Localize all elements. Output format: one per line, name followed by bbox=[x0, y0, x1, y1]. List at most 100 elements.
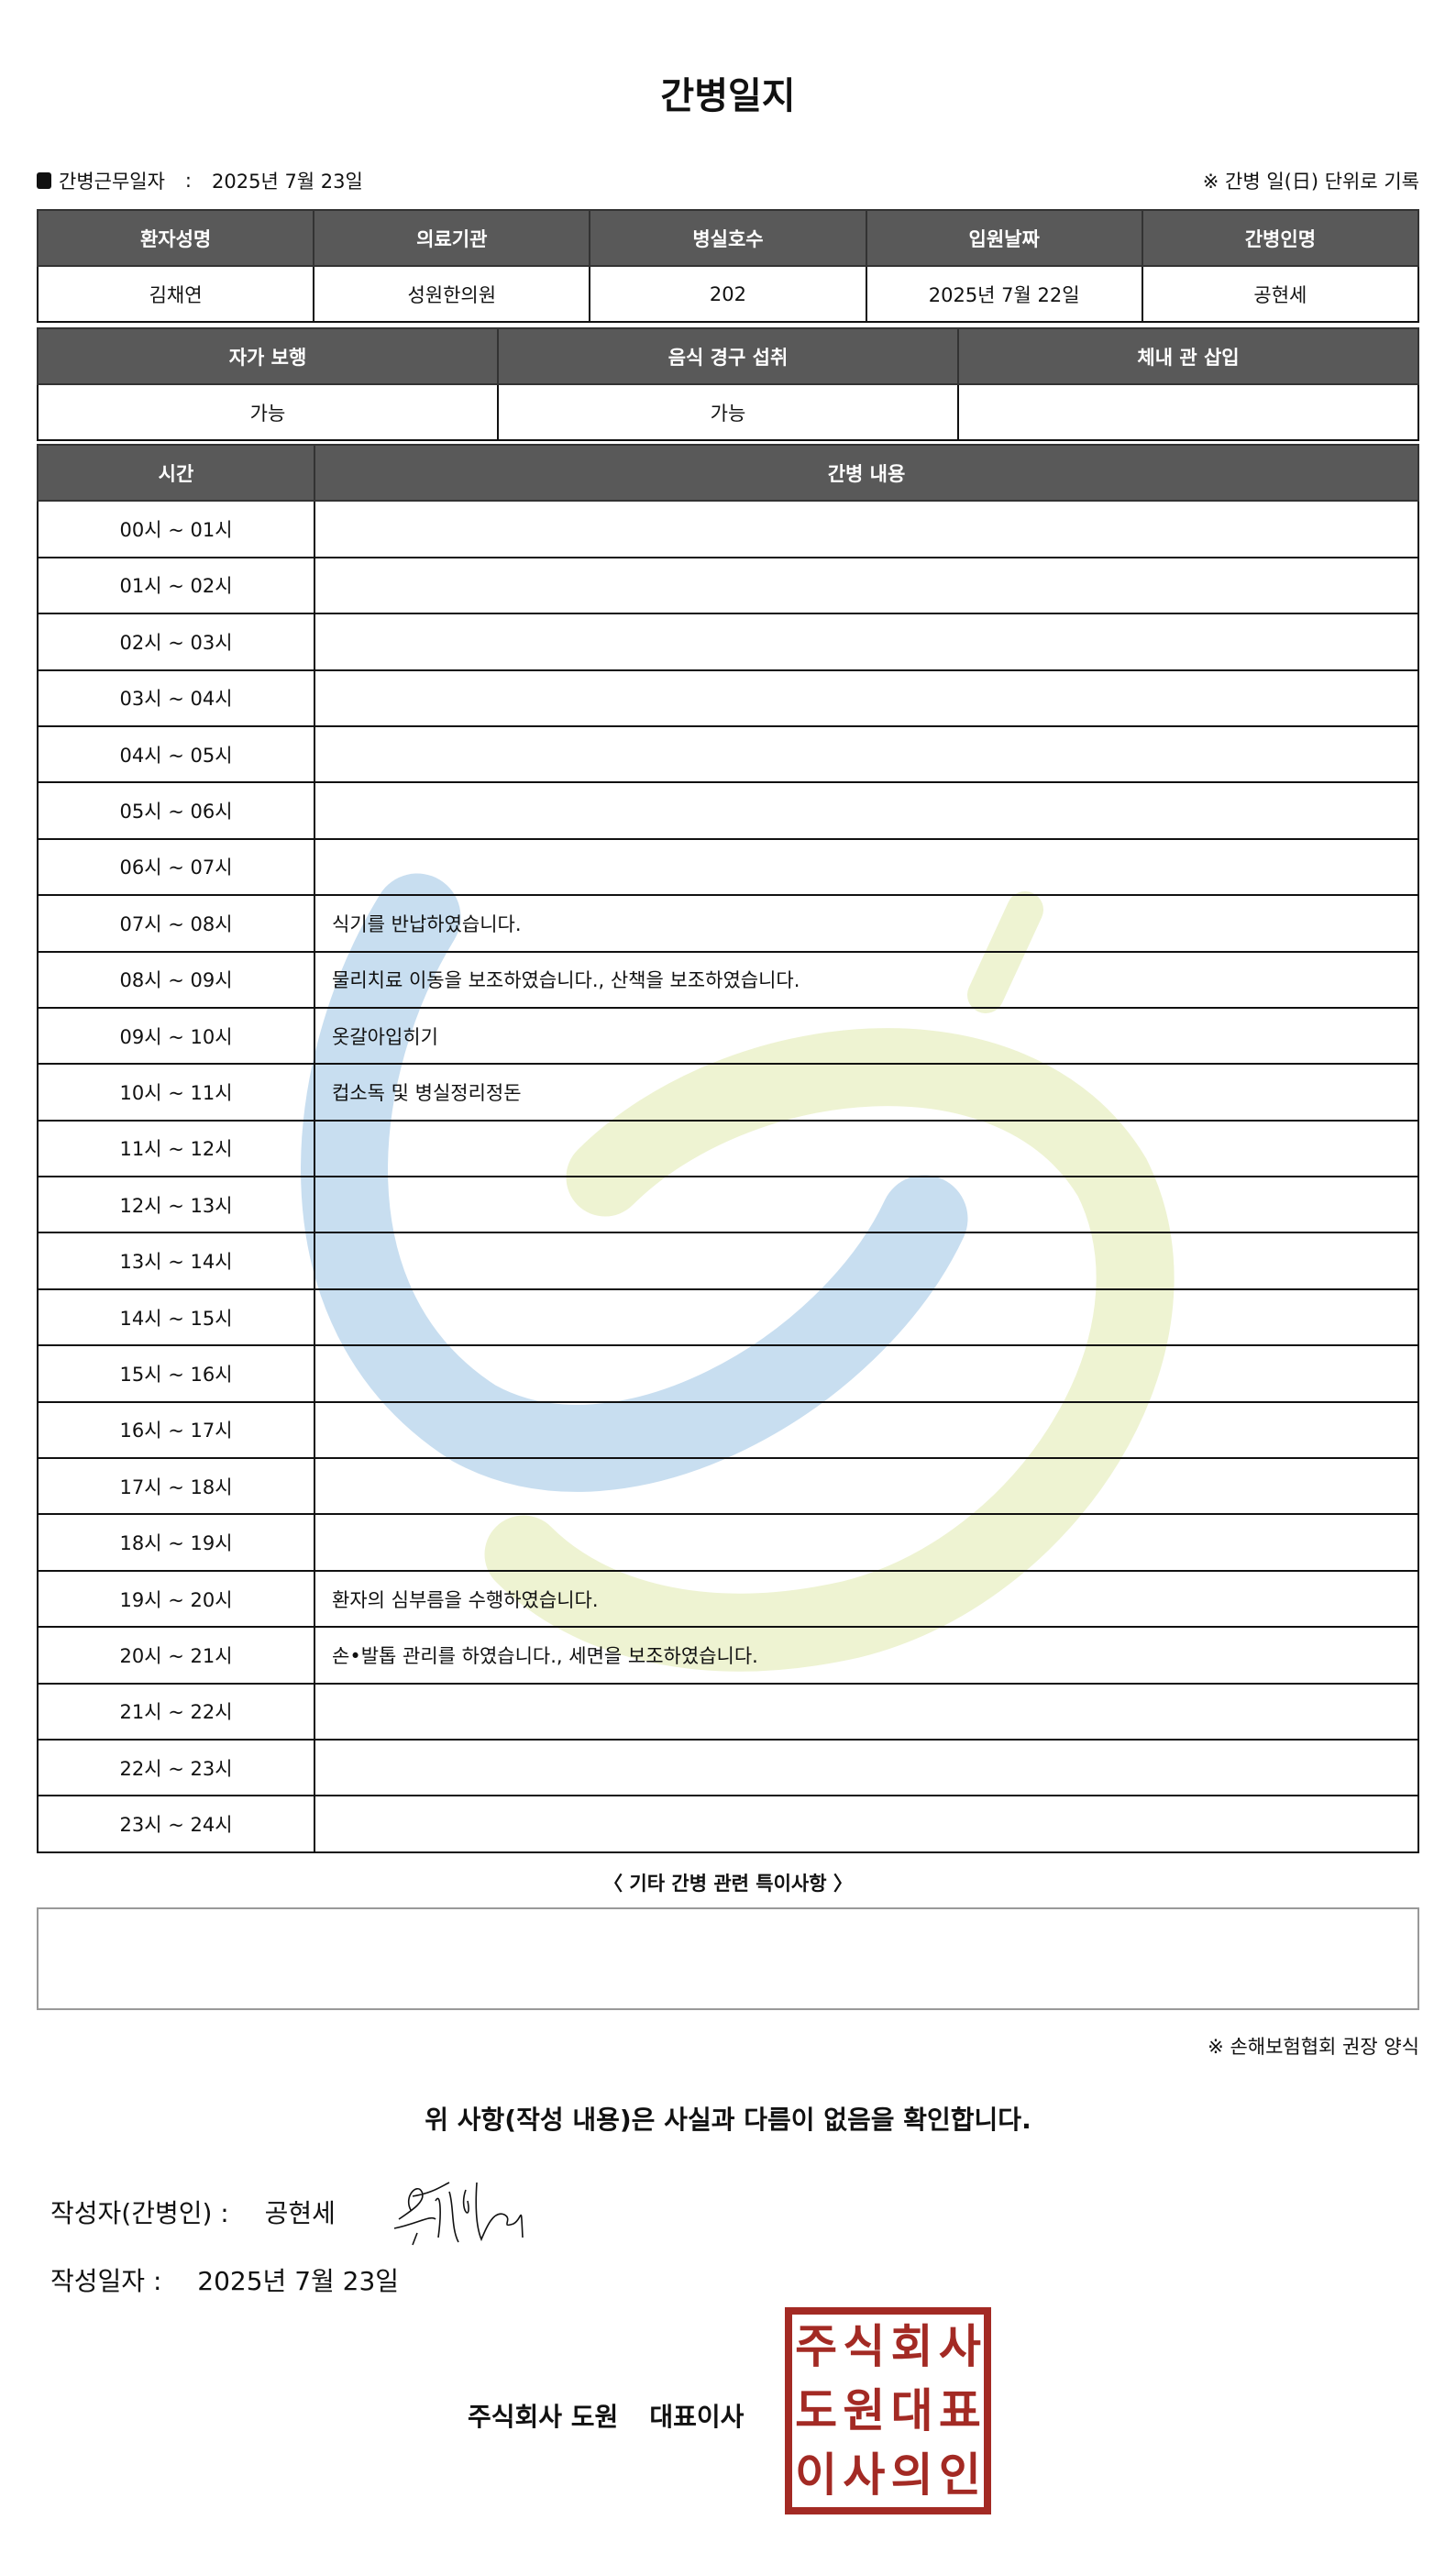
time-slot: 06시 ~ 07시 bbox=[37, 837, 315, 897]
table-row: 12시 ~ 13시 bbox=[37, 1176, 1419, 1234]
time-slot: 10시 ~ 11시 bbox=[37, 1063, 315, 1122]
table-row: 00시 ~ 01시 bbox=[37, 500, 1419, 558]
time-slot: 04시 ~ 05시 bbox=[37, 724, 315, 784]
bullet-icon bbox=[37, 172, 51, 189]
time-slot: 08시 ~ 09시 bbox=[37, 950, 315, 1009]
table-row: 11시 ~ 12시 bbox=[37, 1119, 1419, 1178]
care-content bbox=[314, 1232, 1419, 1290]
remarks-box bbox=[37, 1907, 1419, 2010]
table-row: 09시 ~ 10시 옷갈아입히기 bbox=[37, 1006, 1419, 1066]
stamp-character: 도 bbox=[795, 2384, 838, 2437]
table-row: 17시 ~ 18시 bbox=[37, 1457, 1419, 1516]
header-oral-intake: 음식 경구 섭취 bbox=[497, 327, 959, 385]
stamp-character: 원 bbox=[843, 2384, 886, 2437]
stamp-character: 사 bbox=[938, 2320, 981, 2373]
table-row: 01시 ~ 02시 bbox=[37, 556, 1419, 615]
company-line: 주식회사 도원 대표이사 bbox=[468, 2397, 775, 2434]
table-row: 16시 ~ 17시 bbox=[37, 1400, 1419, 1460]
writer-line: 작성자(간병인) : 공현세 bbox=[50, 2194, 363, 2230]
care-content bbox=[314, 1457, 1419, 1516]
confirmation-statement: 위 사항(작성 내용)은 사실과 다름이 없음을 확인합니다. bbox=[425, 2105, 1031, 2135]
time-slot: 02시 ~ 03시 bbox=[37, 613, 315, 671]
time-slot: 12시 ~ 13시 bbox=[37, 1176, 315, 1234]
table-row: 14시 ~ 15시 bbox=[37, 1288, 1419, 1347]
care-content bbox=[314, 1682, 1419, 1741]
signature-image bbox=[393, 2182, 524, 2246]
header-institution: 의료기관 bbox=[313, 209, 591, 267]
company-name: 주식회사 도원 bbox=[468, 2402, 619, 2432]
time-slot: 03시 ~ 04시 bbox=[37, 669, 315, 727]
institution: 성원한의원 bbox=[313, 265, 591, 323]
header-caregiver: 간병인명 bbox=[1141, 209, 1420, 267]
work-date-value: 2025년 7월 23일 bbox=[212, 171, 363, 193]
care-content bbox=[314, 1288, 1419, 1347]
stamp-character: 식 bbox=[843, 2320, 886, 2373]
care-content bbox=[314, 1513, 1419, 1572]
time-slot: 22시 ~ 23시 bbox=[37, 1738, 315, 1797]
stamp-character: 이 bbox=[795, 2448, 838, 2502]
time-slot: 09시 ~ 10시 bbox=[37, 1006, 315, 1066]
time-slot: 13시 ~ 14시 bbox=[37, 1232, 315, 1290]
time-slot: 05시 ~ 06시 bbox=[37, 781, 315, 840]
stamp-character: 사 bbox=[843, 2448, 886, 2502]
table-row: 15시 ~ 16시 bbox=[37, 1344, 1419, 1403]
oral-intake: 가능 bbox=[497, 383, 959, 441]
table-row: 07시 ~ 08시 식기를 반납하였습니다. bbox=[37, 894, 1419, 953]
tube-insertion bbox=[957, 383, 1419, 441]
time-slot: 19시 ~ 20시 bbox=[37, 1569, 315, 1629]
care-content bbox=[314, 1176, 1419, 1234]
room-number: 202 bbox=[589, 265, 867, 323]
stamp-character: 대 bbox=[890, 2384, 933, 2437]
time-slot: 17시 ~ 18시 bbox=[37, 1457, 315, 1516]
table-row: 19시 ~ 20시 환자의 심부름을 수행하였습니다. bbox=[37, 1569, 1419, 1629]
care-log-table: 시간 간병 내용 00시 ~ 01시 01시 ~ 02시 02시 ~ 03시 03시 … bbox=[37, 443, 1419, 1853]
writer-name: 공현세 bbox=[264, 2198, 336, 2228]
work-date-line: 간병근무일자 : 2025년 7월 23일 bbox=[37, 167, 363, 194]
table-row: 02시 ~ 03시 bbox=[37, 613, 1419, 671]
patient-status-table: 자가 보행 음식 경구 섭취 체내 관 삽입 가능 가능 bbox=[37, 327, 1419, 441]
patient-info-table: 환자성명 의료기관 병실호수 입원날짜 간병인명 김채연 성원한의원 202 2… bbox=[36, 209, 1420, 323]
stamp-character: 회 bbox=[890, 2320, 933, 2373]
page-title: 간병일지 bbox=[660, 75, 796, 117]
written-date-line: 작성일자 : 2025년 7월 23일 bbox=[50, 2261, 426, 2298]
table-row: 06시 ~ 07시 bbox=[37, 837, 1419, 897]
care-content bbox=[314, 1795, 1419, 1853]
care-content: 식기를 반납하였습니다. bbox=[314, 894, 1419, 953]
care-content bbox=[314, 500, 1419, 558]
table-row: 03시 ~ 04시 bbox=[37, 669, 1419, 727]
stamp-character: 표 bbox=[938, 2384, 981, 2437]
care-content bbox=[314, 837, 1419, 897]
header-care-content: 간병 내용 bbox=[314, 443, 1419, 503]
representative-title: 대표이사 bbox=[649, 2402, 745, 2432]
care-content bbox=[314, 1400, 1419, 1460]
time-slot: 11시 ~ 12시 bbox=[37, 1119, 315, 1178]
time-slot: 14시 ~ 15시 bbox=[37, 1288, 315, 1347]
table-row: 05시 ~ 06시 bbox=[37, 781, 1419, 840]
time-slot: 20시 ~ 21시 bbox=[37, 1626, 315, 1685]
time-slot: 00시 ~ 01시 bbox=[37, 500, 315, 558]
time-slot: 01시 ~ 02시 bbox=[37, 556, 315, 615]
care-content bbox=[314, 669, 1419, 727]
table-row: 23시 ~ 24시 bbox=[37, 1795, 1419, 1853]
care-content: 옷갈아입히기 bbox=[314, 1006, 1419, 1066]
header-admission-date: 입원날짜 bbox=[865, 209, 1143, 267]
care-content bbox=[314, 1738, 1419, 1797]
care-content: 손•발톱 관리를 하였습니다., 세면을 보조하였습니다. bbox=[314, 1626, 1419, 1685]
care-content bbox=[314, 724, 1419, 784]
table-row: 08시 ~ 09시 물리치료 이동을 보조하였습니다., 산책을 보조하였습니다. bbox=[37, 950, 1419, 1009]
daily-record-note: ※ 간병 일(日) 단위로 기록 bbox=[1202, 171, 1419, 193]
time-slot: 18시 ~ 19시 bbox=[37, 1513, 315, 1572]
header-time: 시간 bbox=[37, 443, 315, 503]
table-row: 21시 ~ 22시 bbox=[37, 1682, 1419, 1741]
writer-label: 작성자(간병인) : bbox=[50, 2198, 229, 2228]
header-tube-insertion: 체내 관 삽입 bbox=[957, 327, 1419, 385]
header-self-walking: 자가 보행 bbox=[37, 327, 499, 385]
table-row: 04시 ~ 05시 bbox=[37, 724, 1419, 784]
care-content bbox=[314, 781, 1419, 840]
stamp-character: 주 bbox=[795, 2320, 838, 2373]
care-content bbox=[314, 613, 1419, 671]
table-row: 10시 ~ 11시 컵소독 및 병실정리정돈 bbox=[37, 1063, 1419, 1122]
table-row: 22시 ~ 23시 bbox=[37, 1738, 1419, 1797]
care-content bbox=[314, 556, 1419, 615]
